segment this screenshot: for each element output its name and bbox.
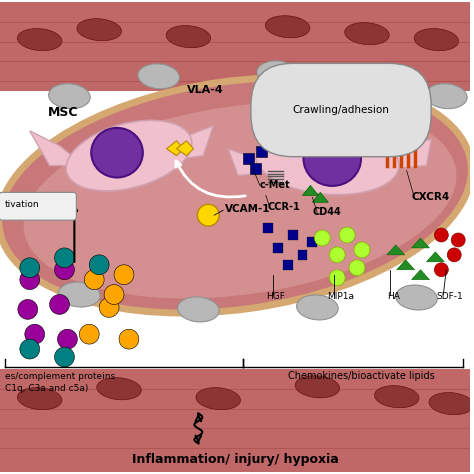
Text: CCR-1: CCR-1 <box>268 202 301 212</box>
Ellipse shape <box>434 228 448 242</box>
Bar <box>250 163 261 173</box>
Ellipse shape <box>434 263 448 277</box>
Polygon shape <box>411 238 429 248</box>
Bar <box>0 369 470 472</box>
Polygon shape <box>176 141 193 155</box>
Text: tivation: tivation <box>5 200 40 209</box>
Text: c-Met: c-Met <box>260 181 291 191</box>
Ellipse shape <box>84 270 104 290</box>
Text: Crawling/adhesion: Crawling/adhesion <box>292 105 390 115</box>
Ellipse shape <box>20 339 40 359</box>
Ellipse shape <box>91 128 143 177</box>
Ellipse shape <box>79 324 99 344</box>
Ellipse shape <box>339 227 355 243</box>
Bar <box>0 2 470 91</box>
Polygon shape <box>167 141 183 155</box>
Text: VLA-4: VLA-4 <box>186 85 223 95</box>
Polygon shape <box>387 245 405 255</box>
Ellipse shape <box>303 131 361 186</box>
Polygon shape <box>302 185 319 195</box>
Ellipse shape <box>18 300 38 319</box>
Ellipse shape <box>196 388 240 410</box>
Polygon shape <box>228 149 266 175</box>
Ellipse shape <box>18 28 62 51</box>
Ellipse shape <box>447 248 461 262</box>
Ellipse shape <box>414 28 459 51</box>
Ellipse shape <box>374 386 419 408</box>
Ellipse shape <box>329 270 345 286</box>
Ellipse shape <box>346 69 388 94</box>
Ellipse shape <box>99 298 119 317</box>
Bar <box>308 237 318 247</box>
Ellipse shape <box>25 324 45 344</box>
Ellipse shape <box>265 16 310 38</box>
Ellipse shape <box>104 284 124 304</box>
Bar <box>256 146 267 157</box>
Ellipse shape <box>59 282 100 307</box>
Ellipse shape <box>329 247 345 263</box>
Bar <box>273 243 283 253</box>
Text: MSC: MSC <box>47 106 78 119</box>
Ellipse shape <box>50 294 69 314</box>
Ellipse shape <box>55 347 74 367</box>
Ellipse shape <box>66 120 192 191</box>
Ellipse shape <box>77 18 121 41</box>
Bar <box>298 250 308 260</box>
Polygon shape <box>397 260 415 270</box>
Ellipse shape <box>178 297 219 322</box>
Ellipse shape <box>0 78 471 313</box>
Text: HA: HA <box>387 292 400 301</box>
Text: SDF-1: SDF-1 <box>437 292 463 301</box>
Polygon shape <box>395 139 431 169</box>
FancyBboxPatch shape <box>0 192 76 220</box>
Polygon shape <box>427 252 444 262</box>
Bar <box>288 230 298 240</box>
Ellipse shape <box>314 230 330 246</box>
Ellipse shape <box>396 285 438 310</box>
Ellipse shape <box>354 242 370 258</box>
Ellipse shape <box>166 26 211 48</box>
Text: MIP1a: MIP1a <box>327 292 354 301</box>
Ellipse shape <box>255 127 399 195</box>
Bar <box>283 260 292 270</box>
Ellipse shape <box>119 329 139 349</box>
Text: CD44: CD44 <box>312 207 341 217</box>
Ellipse shape <box>297 295 338 320</box>
Text: HGF: HGF <box>266 292 285 301</box>
Ellipse shape <box>55 260 74 280</box>
Ellipse shape <box>49 84 90 109</box>
Ellipse shape <box>197 204 219 226</box>
Ellipse shape <box>55 248 74 268</box>
Ellipse shape <box>426 84 467 109</box>
Ellipse shape <box>20 270 40 290</box>
Ellipse shape <box>257 61 299 86</box>
Bar <box>263 223 273 233</box>
Ellipse shape <box>97 378 141 400</box>
Text: VCAM-1: VCAM-1 <box>225 204 271 214</box>
Ellipse shape <box>429 392 474 415</box>
Polygon shape <box>30 131 84 165</box>
Ellipse shape <box>24 102 456 299</box>
Ellipse shape <box>114 265 134 284</box>
Text: Inflammation/ injury/ hypoxia: Inflammation/ injury/ hypoxia <box>132 453 338 466</box>
Ellipse shape <box>349 260 365 276</box>
Polygon shape <box>169 126 213 161</box>
Ellipse shape <box>57 329 77 349</box>
Polygon shape <box>312 192 328 202</box>
Text: Chemokines/bioactivate lipids: Chemokines/bioactivate lipids <box>288 371 434 381</box>
Ellipse shape <box>18 388 62 410</box>
Ellipse shape <box>345 23 389 45</box>
Ellipse shape <box>295 376 340 398</box>
Polygon shape <box>411 270 429 280</box>
Text: es/complement proteins: es/complement proteins <box>5 372 115 381</box>
Ellipse shape <box>89 255 109 275</box>
Text: CXCR4: CXCR4 <box>411 192 450 202</box>
Text: C1q, C3a and c5a): C1q, C3a and c5a) <box>5 384 88 393</box>
Ellipse shape <box>138 64 180 89</box>
Bar <box>243 153 254 164</box>
Ellipse shape <box>451 233 465 247</box>
Ellipse shape <box>20 258 40 278</box>
